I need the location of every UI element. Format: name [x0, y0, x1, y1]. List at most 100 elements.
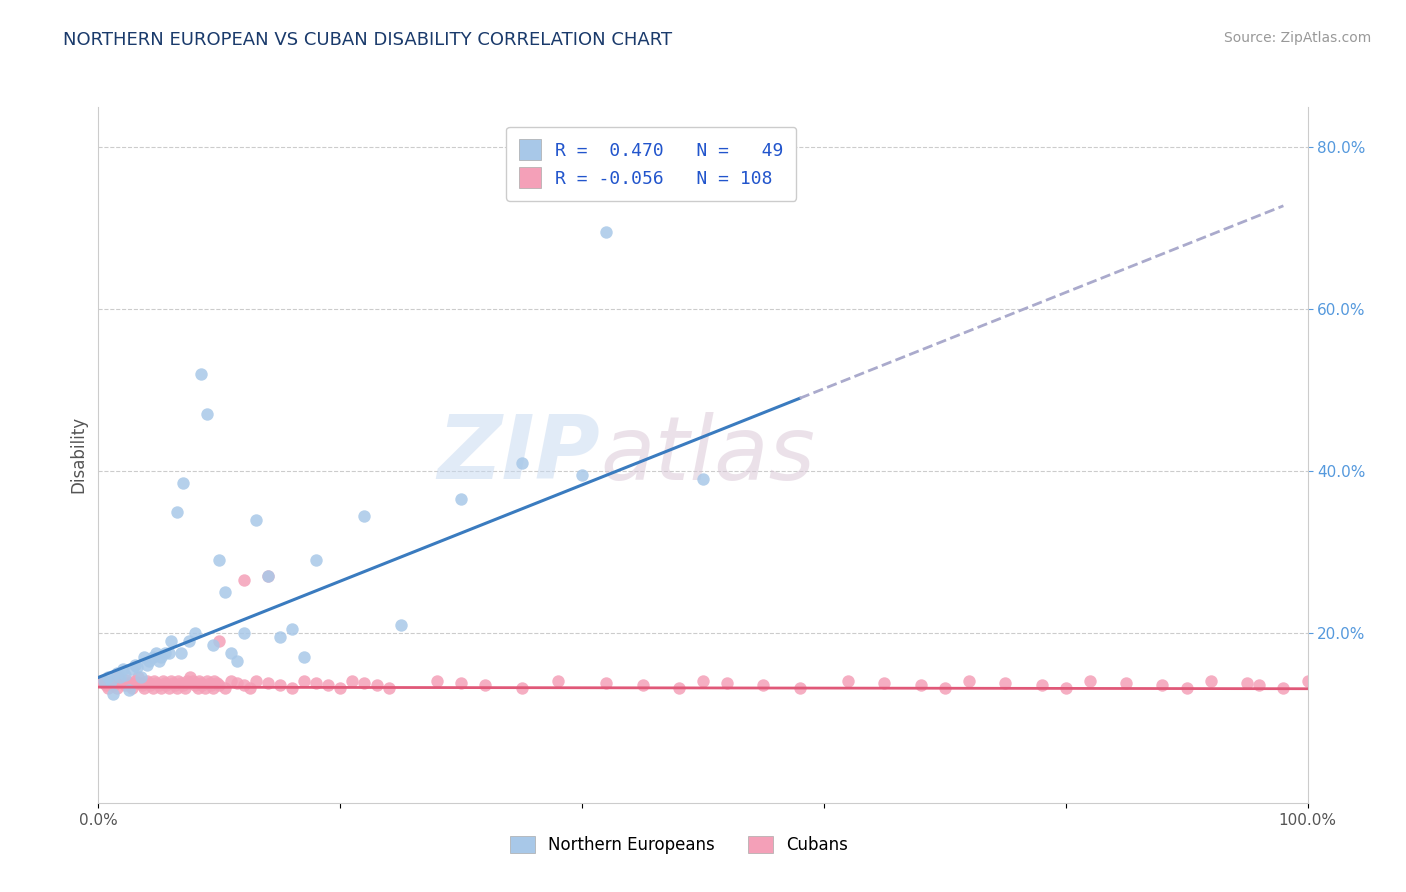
Point	[100, 674, 122, 689]
Point	[1249, 678, 1271, 692]
Point	[873, 676, 896, 690]
Text: NORTHERN EUROPEAN VS CUBAN DISABILITY CORRELATION CHART: NORTHERN EUROPEAN VS CUBAN DISABILITY CO…	[63, 31, 672, 49]
Point	[208, 634, 231, 648]
Point	[118, 676, 141, 690]
Point	[195, 674, 218, 689]
Point	[692, 472, 714, 486]
Point	[245, 513, 267, 527]
Point	[789, 681, 811, 695]
Point	[176, 674, 198, 689]
Point	[342, 674, 364, 689]
Point	[190, 676, 212, 690]
Point	[668, 681, 690, 695]
Point	[195, 408, 218, 422]
Point	[256, 569, 278, 583]
Point	[353, 676, 375, 690]
Point	[127, 676, 149, 690]
Point	[281, 622, 304, 636]
Point	[150, 650, 173, 665]
Point	[187, 674, 209, 689]
Point	[153, 646, 176, 660]
Point	[292, 650, 315, 665]
Point	[232, 574, 254, 588]
Point	[353, 508, 375, 523]
Point	[692, 674, 714, 689]
Point	[239, 681, 262, 695]
Point	[1031, 678, 1053, 692]
Point	[150, 681, 173, 695]
Point	[111, 676, 134, 690]
Point	[910, 678, 932, 692]
Point	[281, 681, 304, 695]
Point	[179, 670, 201, 684]
Point	[232, 626, 254, 640]
Point	[450, 492, 472, 507]
Point	[107, 670, 129, 684]
Point	[174, 681, 197, 695]
Point	[167, 674, 190, 689]
Point	[934, 681, 956, 695]
Point	[172, 476, 194, 491]
Point	[121, 662, 143, 676]
Point	[157, 681, 180, 695]
Point	[474, 678, 496, 692]
Point	[118, 678, 141, 692]
Point	[152, 674, 174, 689]
Point	[204, 674, 226, 689]
Point	[101, 676, 124, 690]
Point	[191, 678, 214, 692]
Point	[377, 681, 399, 695]
Point	[426, 674, 449, 689]
Point	[134, 650, 156, 665]
Point	[93, 676, 115, 690]
Point	[166, 681, 188, 695]
Point	[145, 646, 167, 660]
Point	[129, 676, 152, 690]
Point	[221, 674, 243, 689]
Point	[172, 678, 194, 692]
Point	[163, 678, 186, 692]
Point	[366, 678, 388, 692]
Point	[994, 676, 1017, 690]
Point	[127, 670, 149, 684]
Point	[450, 676, 472, 690]
Point	[179, 676, 201, 690]
Point	[134, 681, 156, 695]
Point	[208, 678, 231, 692]
Point	[181, 674, 204, 689]
Point	[169, 676, 191, 690]
Point	[105, 666, 128, 681]
Point	[389, 617, 412, 632]
Point	[547, 674, 569, 689]
Legend: Northern Europeans, Cubans: Northern Europeans, Cubans	[503, 829, 855, 861]
Point	[200, 678, 222, 692]
Point	[245, 674, 267, 689]
Point	[1296, 674, 1319, 689]
Point	[101, 687, 124, 701]
Point	[1199, 674, 1222, 689]
Point	[269, 630, 291, 644]
Point	[145, 676, 167, 690]
Point	[316, 678, 339, 692]
Point	[103, 678, 125, 692]
Point	[121, 681, 143, 695]
Point	[124, 674, 146, 689]
Point	[124, 658, 146, 673]
Point	[100, 674, 122, 689]
Point	[226, 654, 249, 668]
Point	[595, 226, 617, 240]
Point	[305, 676, 328, 690]
Point	[631, 678, 654, 692]
Point	[169, 646, 191, 660]
Point	[1272, 681, 1295, 695]
Point	[148, 654, 170, 668]
Point	[97, 681, 120, 695]
Point	[108, 674, 131, 689]
Point	[226, 676, 249, 690]
Point	[160, 674, 183, 689]
Point	[166, 504, 188, 518]
Point	[510, 456, 533, 470]
Point	[114, 668, 136, 682]
Point	[208, 553, 231, 567]
Point	[510, 681, 533, 695]
